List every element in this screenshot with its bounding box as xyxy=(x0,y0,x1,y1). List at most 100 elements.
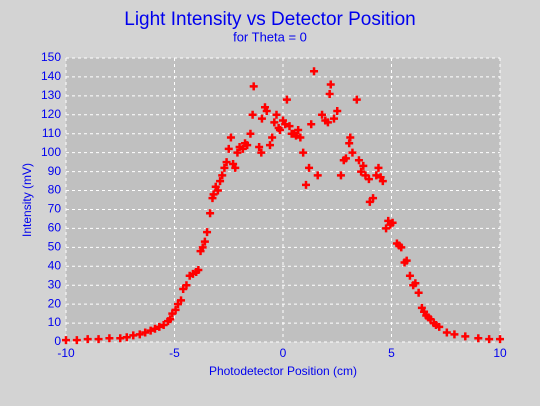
point xyxy=(474,334,483,343)
point xyxy=(294,125,303,134)
point xyxy=(226,133,235,142)
point xyxy=(352,95,361,104)
point xyxy=(461,332,470,341)
x-tick-label: 0 xyxy=(280,346,287,360)
point xyxy=(203,228,212,237)
point xyxy=(496,335,504,344)
point xyxy=(299,148,308,157)
point xyxy=(182,281,191,290)
point xyxy=(220,163,229,172)
point xyxy=(231,163,240,172)
point xyxy=(372,171,381,180)
y-tick-label: 30 xyxy=(48,277,62,291)
point xyxy=(243,141,252,150)
point xyxy=(402,256,411,265)
point xyxy=(122,333,131,342)
point xyxy=(209,190,218,199)
point xyxy=(171,305,180,314)
point xyxy=(296,133,305,142)
point xyxy=(318,110,327,119)
y-tick-label: 80 xyxy=(48,183,62,197)
point xyxy=(369,194,378,203)
point xyxy=(359,161,368,170)
point xyxy=(238,144,247,153)
point xyxy=(313,171,322,180)
point xyxy=(72,336,81,345)
point xyxy=(275,125,284,134)
y-tick-label: 40 xyxy=(48,258,62,272)
chart-title: Light Intensity vs Detector Position xyxy=(124,9,415,30)
y-tick-label: 120 xyxy=(41,107,61,121)
point xyxy=(268,133,277,142)
point xyxy=(200,237,209,246)
point xyxy=(146,326,155,335)
x-tick-label: -5 xyxy=(169,346,180,360)
point xyxy=(305,163,314,172)
point xyxy=(348,148,357,157)
point xyxy=(272,110,281,119)
point xyxy=(302,180,311,189)
y-tick-label: 70 xyxy=(48,202,62,216)
point xyxy=(310,67,319,76)
y-tick-label: 0 xyxy=(54,334,61,348)
point xyxy=(326,80,335,89)
point xyxy=(249,82,258,91)
point xyxy=(281,120,290,129)
point xyxy=(222,158,231,167)
point xyxy=(364,175,373,184)
point xyxy=(388,218,397,227)
point xyxy=(94,335,103,344)
point xyxy=(166,315,175,324)
y-tick-label: 140 xyxy=(41,69,61,83)
y-tick-label: 20 xyxy=(48,296,62,310)
point xyxy=(105,334,114,343)
point xyxy=(435,322,444,331)
point xyxy=(382,224,391,233)
point xyxy=(325,89,334,98)
point xyxy=(246,129,255,138)
x-tick-label: 10 xyxy=(493,346,507,360)
point xyxy=(216,177,225,186)
x-tick-label: -10 xyxy=(57,346,75,360)
point xyxy=(141,328,150,337)
point xyxy=(485,335,494,344)
point xyxy=(206,209,215,218)
point xyxy=(374,163,383,172)
point xyxy=(341,154,350,163)
y-tick-label: 10 xyxy=(48,315,62,329)
chart-subtitle: for Theta = 0 xyxy=(233,29,307,44)
point xyxy=(135,330,144,339)
point xyxy=(323,118,332,127)
point xyxy=(213,186,222,195)
point xyxy=(262,107,271,116)
point xyxy=(257,114,266,123)
point xyxy=(329,114,338,123)
y-tick-label: 100 xyxy=(41,145,61,159)
point xyxy=(405,271,414,280)
point xyxy=(450,330,459,339)
point xyxy=(414,288,423,297)
point xyxy=(411,279,420,288)
point xyxy=(282,95,291,104)
y-tick-label: 150 xyxy=(41,50,61,64)
point xyxy=(224,144,233,153)
y-tick-label: 60 xyxy=(48,221,62,235)
point xyxy=(233,148,242,157)
point xyxy=(307,120,316,129)
point xyxy=(198,243,207,252)
point xyxy=(357,167,366,176)
y-tick-label: 130 xyxy=(41,88,61,102)
y-tick-label: 50 xyxy=(48,240,62,254)
point xyxy=(333,107,342,116)
point xyxy=(159,320,168,329)
point xyxy=(150,324,159,333)
point xyxy=(354,156,363,165)
point xyxy=(248,110,257,119)
point xyxy=(292,131,301,140)
point xyxy=(194,266,203,275)
point xyxy=(255,142,264,151)
point xyxy=(177,296,186,305)
y-axis-label: Intensity (mV) xyxy=(20,163,34,237)
point xyxy=(257,148,266,157)
